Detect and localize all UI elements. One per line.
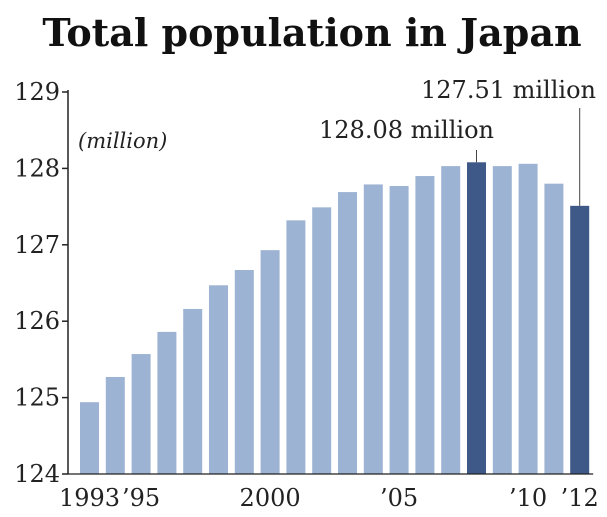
bar-2007 [441, 166, 461, 474]
bar-2004 [363, 184, 383, 474]
unit-label: (million) [78, 129, 167, 153]
bar-1998 [209, 285, 228, 474]
bar-2009 [492, 166, 512, 474]
y-tick-label-126: 126 [14, 307, 60, 335]
x-tick-label-2000: 2000 [240, 484, 301, 512]
x-tick-label-2005: ’05 [380, 484, 418, 512]
annotation-2012: 127.51 million [421, 76, 596, 104]
annotation-leaders [476, 108, 581, 206]
bar-1999 [234, 270, 254, 474]
x-axis: 1993’95 2000 ’05 ’10 ’12 [59, 473, 599, 512]
y-tick-label-125: 125 [14, 384, 60, 412]
bar-1997 [183, 308, 203, 474]
annotation-2008: 128.08 million [319, 116, 494, 144]
y-tick-label-127: 127 [14, 231, 60, 259]
bar-1995 [131, 354, 151, 474]
x-tick-label-1995: ’95 [122, 484, 160, 512]
bar-2003 [338, 192, 357, 475]
y-axis: 124 125 126 127 128 129 [14, 78, 69, 488]
bar-1996 [157, 331, 177, 474]
bar-2002 [312, 207, 332, 474]
bar-1994 [105, 376, 125, 474]
bar-2011 [544, 183, 564, 474]
bars-group [80, 162, 590, 475]
x-tick-label-2010: ’10 [509, 484, 547, 512]
bar-2001 [286, 220, 306, 474]
bar-2012 [570, 205, 590, 474]
x-tick-label-1993: 1993 [59, 484, 120, 512]
x-tick-label-2012: ’12 [561, 484, 599, 512]
bar-2005 [389, 185, 409, 475]
bar-2008 [467, 162, 486, 474]
y-tick-label-129: 129 [14, 78, 60, 106]
y-tick-label-128: 128 [14, 154, 60, 182]
bar-1993 [80, 402, 99, 474]
bar-2006 [415, 176, 435, 475]
annotations-group: 128.08 million 127.51 million [319, 76, 596, 144]
bar-2010 [518, 163, 538, 475]
chart-title: Total population in Japan [42, 10, 581, 55]
y-tick-label-124: 124 [14, 460, 60, 488]
bar-2000 [260, 250, 280, 474]
